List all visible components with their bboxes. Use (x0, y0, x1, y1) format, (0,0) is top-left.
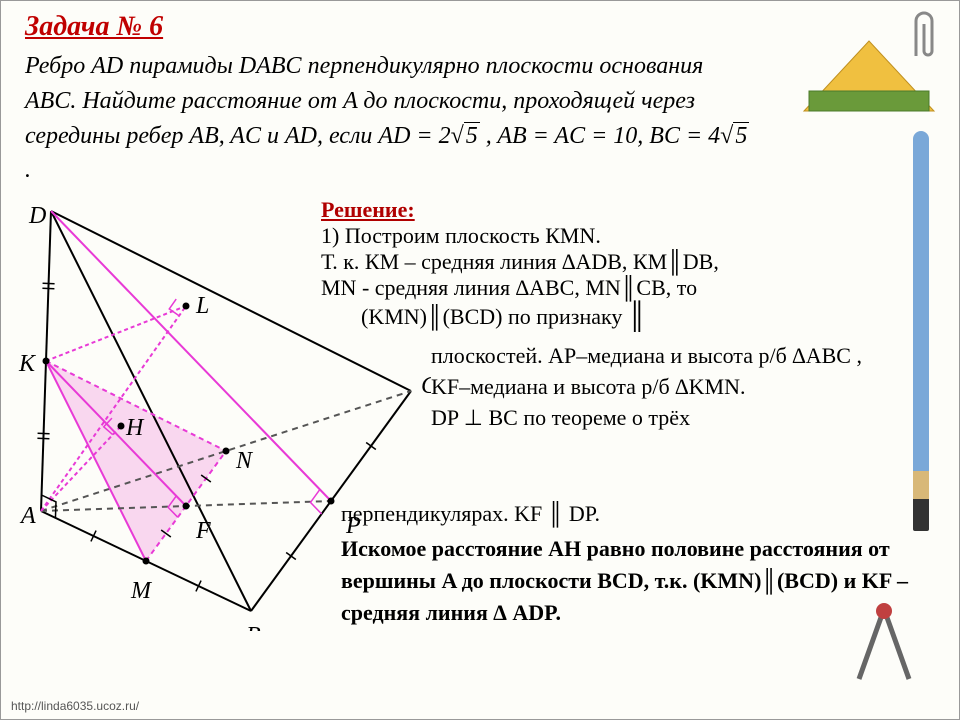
solution-block-2: плоскостей. AP–медиана и высота р/б ∆ABC… (431, 341, 929, 433)
svg-text:B: B (246, 623, 261, 631)
svg-text:M: M (130, 578, 153, 604)
svg-text:D: D (28, 203, 46, 229)
footer-url: http://linda6035.ucoz.ru/ (11, 699, 139, 713)
pyramid-diagram: A B C D K M N F P L H (11, 201, 431, 631)
svg-text:A: A (19, 503, 36, 529)
svg-text:K: K (18, 351, 37, 377)
problem-title: Задача № 6 (25, 11, 163, 43)
pencil-icon (913, 131, 929, 531)
svg-text:P: P (345, 513, 361, 539)
svg-text:L: L (195, 293, 209, 319)
ad-value: 25 (439, 123, 480, 149)
bc-value: 45 (708, 123, 749, 149)
svg-text:F: F (195, 518, 211, 544)
problem-text-2: , AB = AC = 10, BC = (486, 123, 708, 149)
svg-text:N: N (235, 448, 254, 474)
problem-text-3: . (25, 157, 31, 183)
svg-text:H: H (125, 415, 145, 441)
ruler-triangle-icon (799, 31, 939, 121)
problem-statement: Ребро AD пирамиды DABC перпендикулярно п… (25, 49, 759, 188)
svg-text:C: C (421, 373, 431, 399)
